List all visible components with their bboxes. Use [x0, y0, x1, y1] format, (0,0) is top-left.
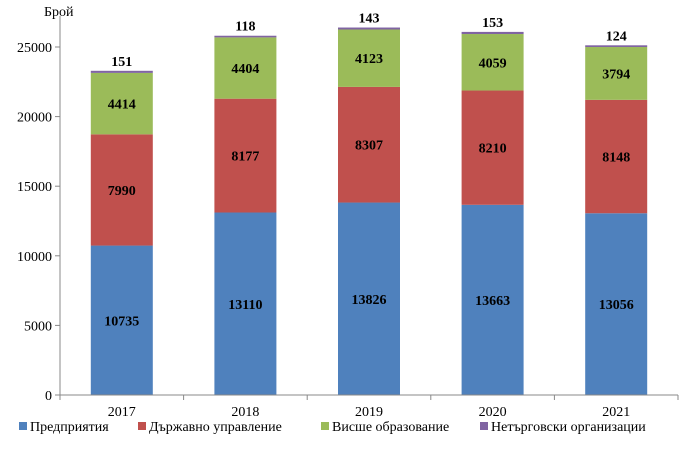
legend-swatch: [19, 422, 27, 430]
bar-segment: [90, 134, 153, 246]
bar-stack-2018: 13110 8177 4404 118: [214, 20, 277, 395]
y-tick-label: 20000: [17, 111, 52, 126]
y-tick-label: 0: [45, 389, 52, 404]
legend-item: Предприятия: [19, 420, 109, 435]
bar-stack-2021: 13056 8148 3794 124: [585, 29, 648, 395]
legend-item: Висше образование: [321, 420, 449, 435]
bar-segment: [214, 212, 277, 395]
data-label: 4404: [231, 62, 259, 77]
bar-segment: [214, 35, 277, 38]
bar-segment: [585, 213, 648, 395]
legend-label: Висше образование: [332, 420, 449, 435]
data-label: 7990: [108, 184, 136, 199]
data-label: 8307: [355, 139, 383, 154]
bar-segment: [338, 86, 400, 203]
y-tick-label: 10000: [17, 250, 52, 265]
bar-segment: [214, 98, 277, 213]
legend-label: Държавно управление: [149, 420, 282, 435]
bar-segment: [461, 34, 524, 91]
x-tick-label: 2020: [479, 405, 507, 420]
data-label: 153: [482, 16, 503, 31]
data-label: 3794: [602, 67, 630, 82]
bar-stack-2017: 10735 7990 4414 151: [90, 55, 153, 395]
bar-segment: [338, 29, 400, 87]
data-label: 8148: [602, 151, 630, 166]
bar-segment: [90, 72, 153, 135]
data-label: 10735: [104, 314, 139, 329]
legend-item: Нетърговски организации: [480, 420, 646, 435]
legend-label: Нетърговски организации: [491, 420, 646, 435]
bar-segment: [461, 204, 524, 395]
bar-segment: [585, 99, 648, 214]
x-tick-label: 2017: [108, 405, 136, 420]
data-label: 4123: [355, 52, 383, 67]
x-tick-label: 2021: [602, 405, 630, 420]
y-axis: 0 5000 10000 15000 20000 25000: [17, 16, 61, 404]
data-label: 118: [235, 20, 255, 35]
bar-segment: [461, 31, 524, 35]
y-tick-label: 5000: [24, 319, 52, 334]
bars: 10735 7990 4414 151 13110 8177 4404 118 13826 830…: [90, 12, 648, 395]
legend-item: Държавно управление: [138, 420, 282, 435]
data-label: 151: [111, 55, 132, 70]
y-axis-label: Брой: [44, 5, 74, 20]
bar-segment: [461, 90, 524, 205]
data-label: 8177: [231, 150, 259, 165]
legend-swatch: [138, 422, 146, 430]
bar-segment: [338, 27, 400, 30]
data-label: 4414: [108, 98, 136, 113]
legend-label: Предприятия: [30, 420, 109, 435]
data-label: 143: [359, 12, 380, 27]
data-label: 124: [606, 29, 627, 44]
legend: Предприятия Държавно управление Висше обра…: [19, 420, 646, 435]
y-tick-label: 25000: [17, 41, 52, 56]
bar-segment: [585, 45, 648, 48]
data-label: 13056: [599, 298, 634, 313]
data-label: 13826: [352, 293, 387, 308]
bar-segment: [90, 245, 153, 395]
bar-stack-2020: 13663 8210 4059 153: [461, 16, 524, 395]
bar-segment: [214, 37, 277, 99]
bar-stack-2019: 13826 8307 4123 143: [338, 12, 400, 395]
bar-segment: [585, 47, 648, 100]
data-label: 13663: [475, 294, 510, 309]
x-tick-label: 2018: [231, 405, 259, 420]
x-tick-label: 2019: [355, 405, 383, 420]
legend-swatch: [321, 422, 329, 430]
data-label: 13110: [228, 298, 262, 313]
x-axis: 2017 2018 2019 2020 2021: [59, 394, 679, 420]
bar-segment: [90, 70, 153, 73]
data-label: 4059: [479, 56, 507, 71]
data-label: 8210: [479, 142, 507, 157]
bar-segment: [338, 202, 400, 395]
y-tick-label: 15000: [17, 180, 52, 195]
legend-swatch: [480, 422, 488, 430]
